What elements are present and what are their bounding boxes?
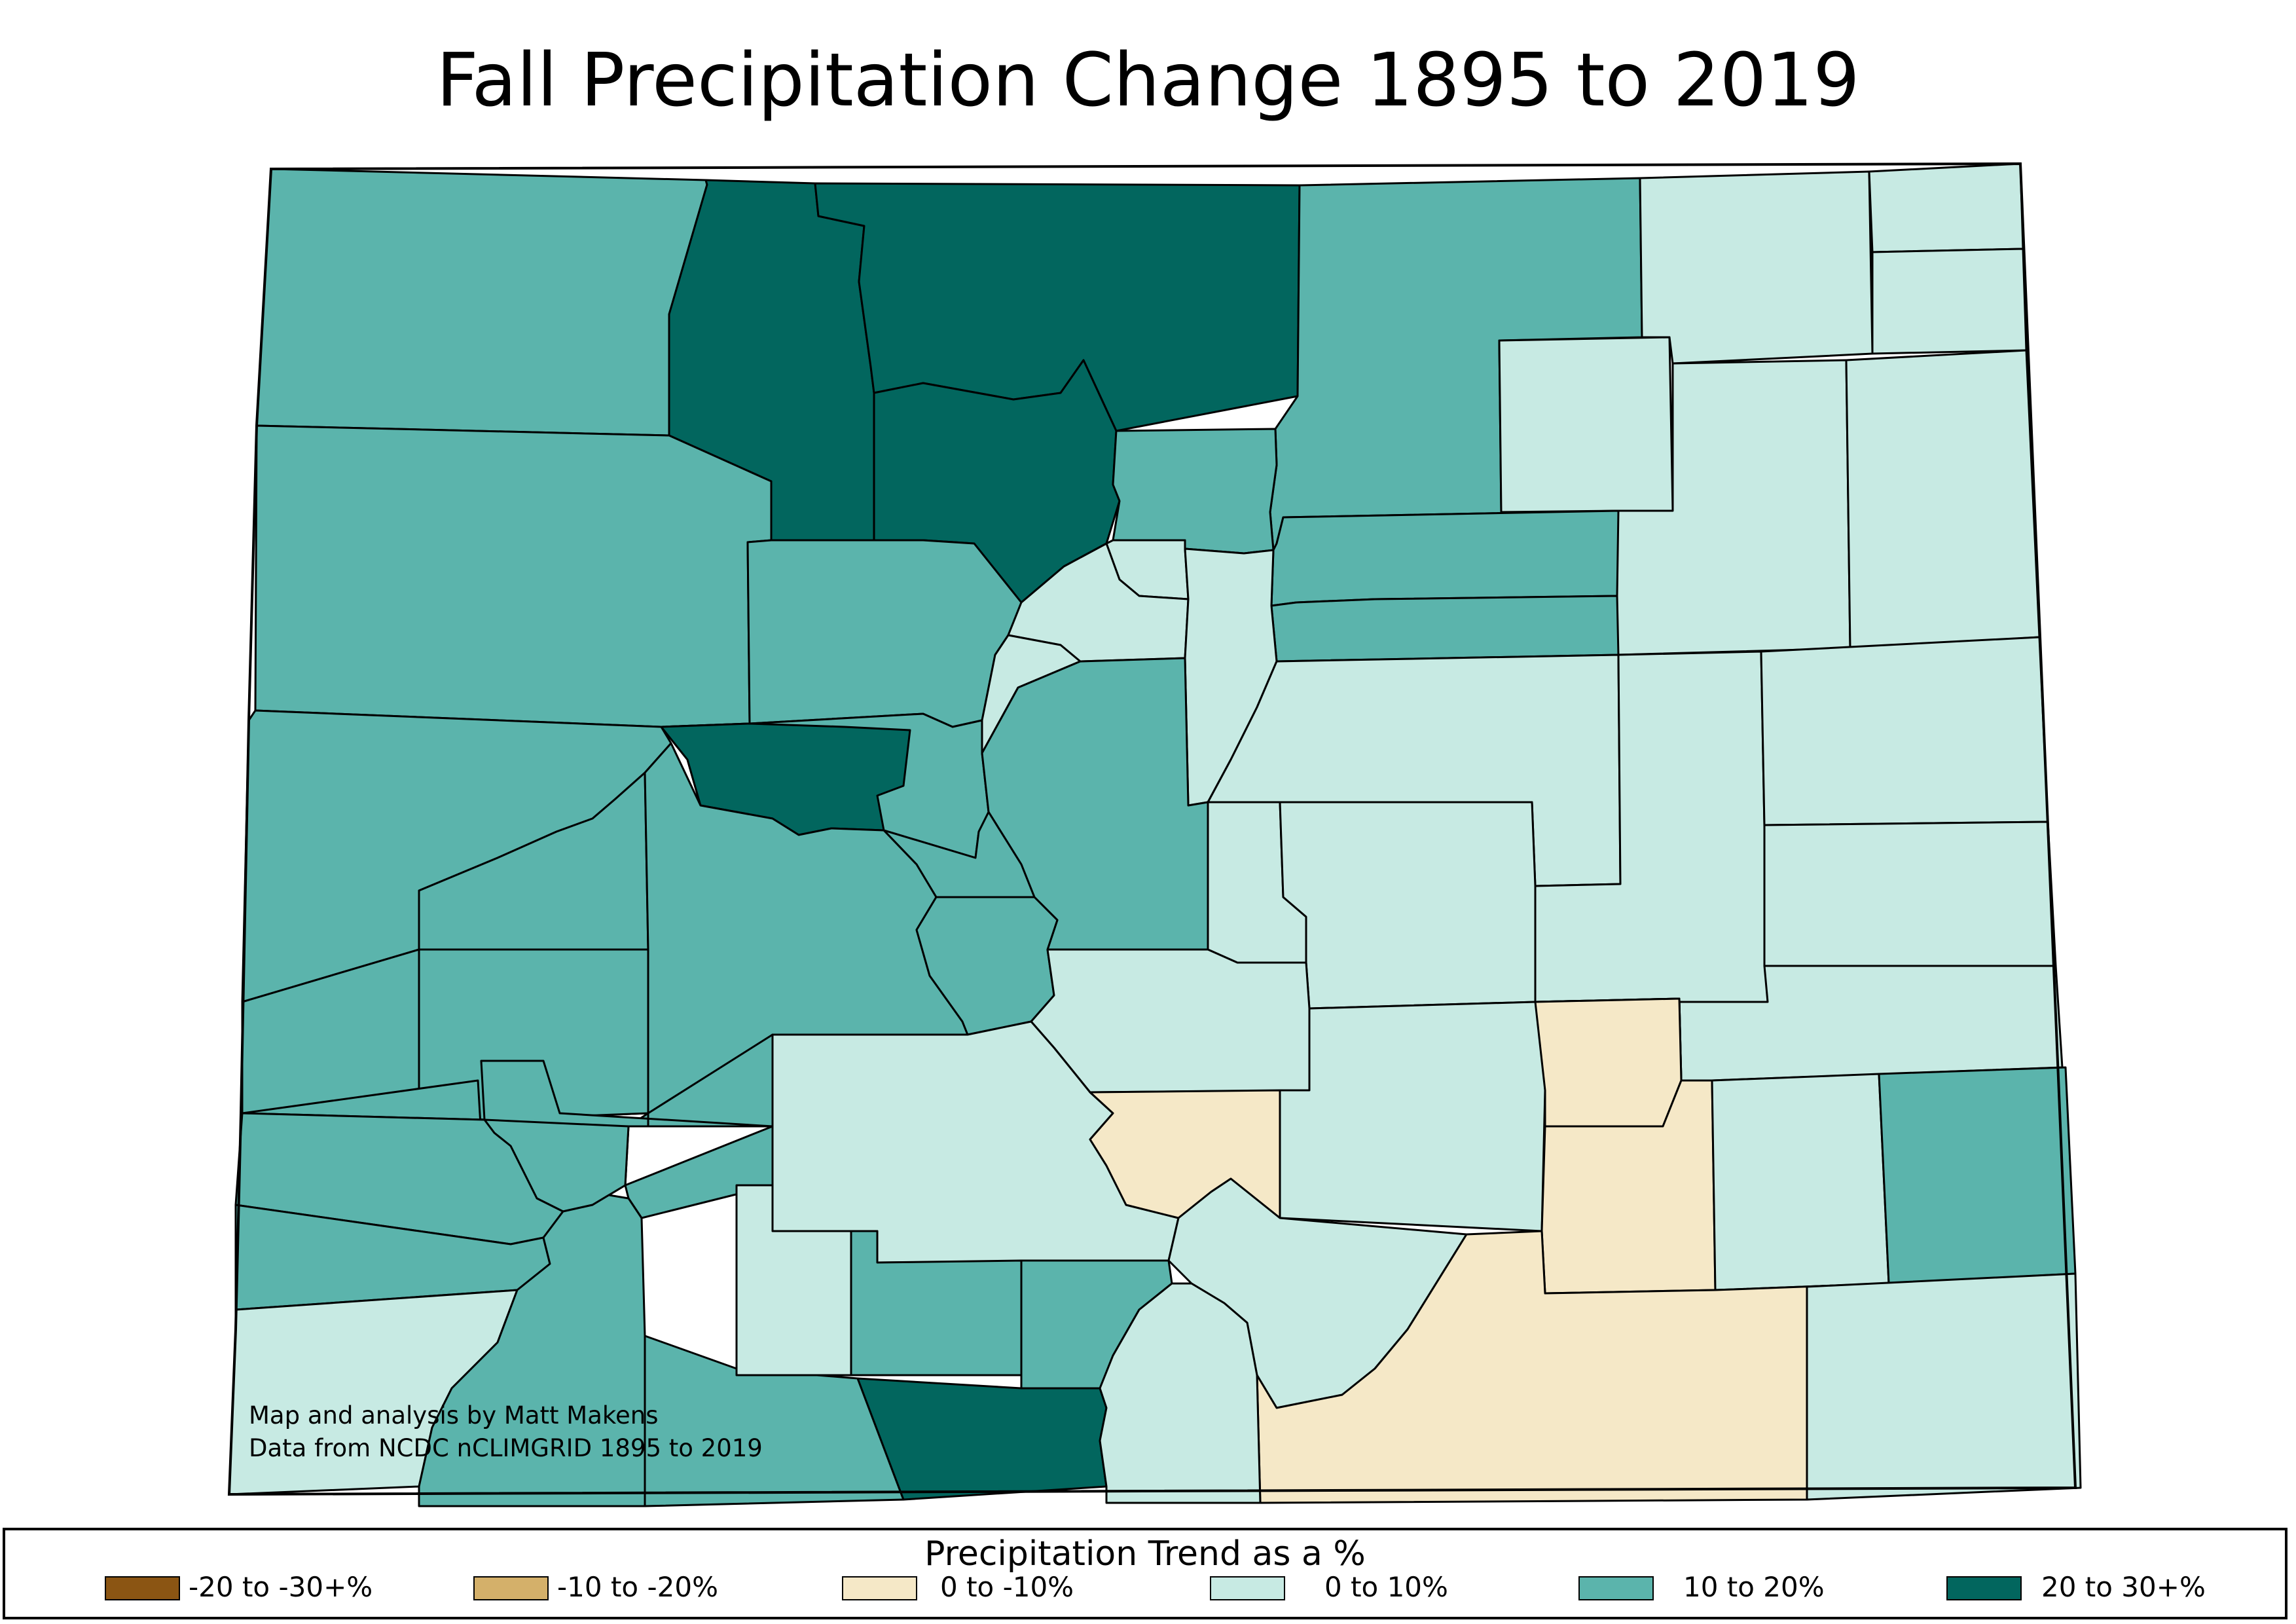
county-cheyenne bbox=[1763, 821, 2057, 967]
county-moffat bbox=[255, 168, 708, 437]
county-rio-blanco bbox=[254, 424, 773, 728]
legend-label: -10 to -20% bbox=[557, 1571, 718, 1603]
legend-label: 10 to 20% bbox=[1683, 1571, 1825, 1603]
legend-label: 20 to 30+% bbox=[2041, 1571, 2206, 1603]
county-boulder bbox=[1112, 428, 1278, 555]
legend-swatch bbox=[1578, 1576, 1654, 1600]
colorado-county-map bbox=[227, 162, 2082, 1507]
county-logan bbox=[1639, 170, 1874, 365]
county-arapahoe bbox=[1270, 595, 1620, 663]
county-prowers bbox=[1878, 1066, 2077, 1285]
legend: Precipitation Trend as a % -20 to -30+% … bbox=[3, 1528, 2287, 1619]
county-phillips bbox=[1871, 248, 2028, 355]
county-adams bbox=[1270, 509, 1620, 607]
map-credit-author: Map and analysis by Matt Makens bbox=[249, 1401, 659, 1430]
legend-swatch bbox=[1210, 1576, 1285, 1600]
county-el-paso bbox=[1279, 801, 1537, 1010]
legend-swatch bbox=[842, 1576, 917, 1600]
legend-label: 0 to 10% bbox=[1324, 1571, 1448, 1603]
legend-swatch bbox=[473, 1576, 549, 1600]
state-outline bbox=[227, 162, 2077, 1496]
legend-title: Precipitation Trend as a % bbox=[924, 1534, 1366, 1574]
county-bent bbox=[1711, 1073, 1890, 1291]
county-las-animas bbox=[1256, 1230, 1890, 1504]
county-grand bbox=[746, 539, 1023, 728]
county-baca bbox=[1806, 1272, 2082, 1501]
legend-swatch bbox=[105, 1576, 180, 1600]
county-morgan bbox=[1498, 336, 1674, 513]
county-costilla bbox=[1099, 1282, 1262, 1504]
map-title: Fall Precipitation Change 1895 to 2019 bbox=[436, 38, 1860, 123]
legend-label: -20 to -30+% bbox=[189, 1571, 373, 1603]
legend-label: 0 to -10% bbox=[940, 1571, 1074, 1603]
county-yuma bbox=[1845, 349, 2041, 650]
legend-swatch bbox=[1946, 1576, 2022, 1600]
county-kit-carson bbox=[1760, 636, 2049, 826]
map-credit-data-source: Data from NCDC nCLIMGRID 1895 to 2019 bbox=[249, 1434, 763, 1462]
county-sedgwick bbox=[1868, 162, 2024, 253]
county-crowley bbox=[1534, 997, 1683, 1128]
county-la-plata bbox=[418, 1194, 646, 1507]
